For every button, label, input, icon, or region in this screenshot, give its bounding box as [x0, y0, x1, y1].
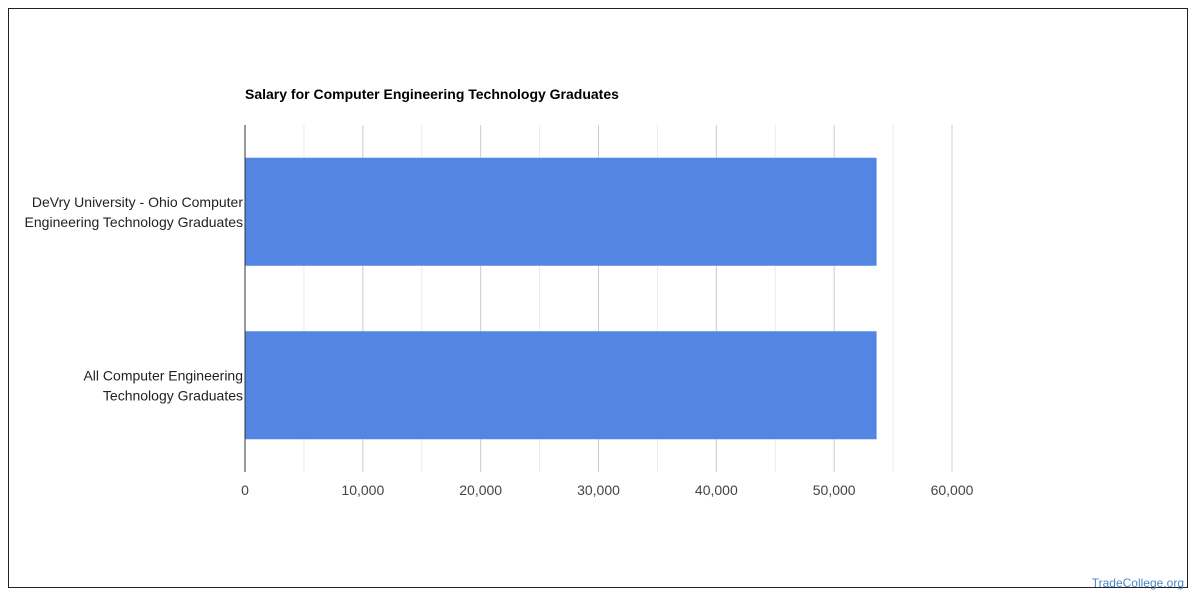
brand-link[interactable]: TradeCollege.org [1091, 576, 1184, 590]
x-tick-label: 60,000 [931, 482, 974, 498]
x-tick-label: 50,000 [813, 482, 856, 498]
x-tick-label: 20,000 [459, 482, 502, 498]
x-tick-labels: 0 10,000 20,000 30,000 40,000 50,000 60,000 [241, 482, 974, 498]
bars [245, 157, 877, 440]
x-tick-label: 40,000 [695, 482, 738, 498]
category-label: DeVry University - Ohio Computer Engineer… [25, 194, 244, 230]
category-label-line: All Computer Engineering [83, 367, 243, 383]
category-label-line: Engineering Technology Graduates [25, 214, 243, 230]
category-label: All Computer Engineering Technology Gradu… [83, 367, 243, 403]
category-labels: DeVry University - Ohio Computer Engineer… [25, 194, 244, 404]
category-label-line: Technology Graduates [103, 387, 243, 403]
bar [245, 157, 877, 266]
bar [245, 331, 877, 440]
x-tick-label: 10,000 [341, 482, 384, 498]
category-label-line: DeVry University - Ohio Computer [32, 194, 243, 210]
x-tick-label: 0 [241, 482, 249, 498]
chart-title: Salary for Computer Engineering Technolo… [245, 86, 619, 102]
x-tick-label: 30,000 [577, 482, 620, 498]
